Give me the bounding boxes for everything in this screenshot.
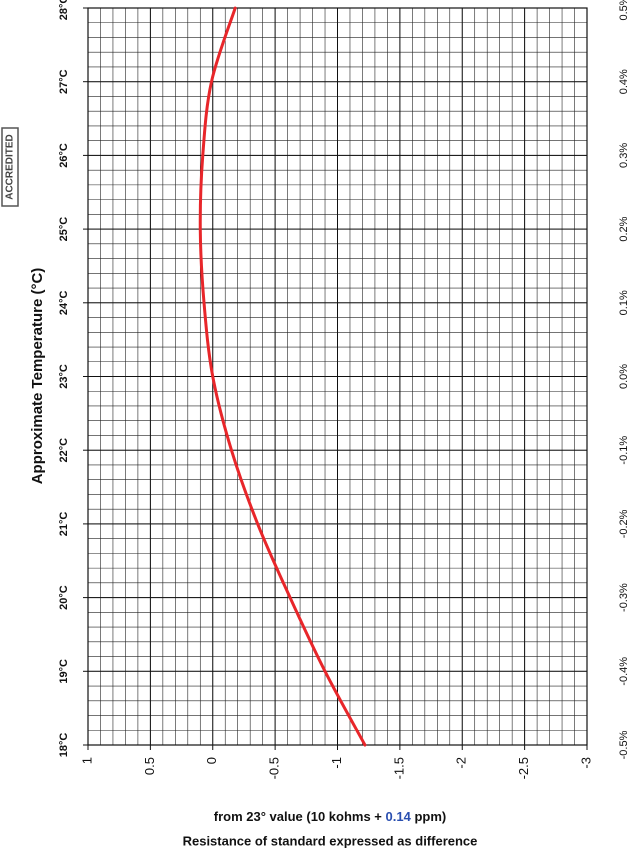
temperature-tick-label: 26°C — [58, 143, 70, 168]
value-tick-label: -0.5 — [267, 757, 282, 779]
secondary-tick-label: -0.1% — [618, 436, 630, 465]
logo-text: ACCREDITED — [5, 134, 16, 200]
value-tick-label: -1.5 — [391, 757, 406, 779]
secondary-tick-label: 0.0% — [618, 364, 630, 389]
axis-label-line1: Resistance of standard expressed as diff… — [183, 833, 478, 848]
value-tick-label: 0.5 — [142, 757, 157, 775]
secondary-tick-label: -0.5% — [618, 730, 630, 759]
temperature-tick-label: 27°C — [58, 69, 70, 94]
value-tick-label: -3 — [578, 757, 593, 769]
secondary-tick-label: -0.2% — [618, 509, 630, 538]
logo: ACCREDITED — [1, 127, 19, 207]
value-tick-label: 1 — [79, 757, 94, 764]
chart-title: Approximate Temperature (°C) — [29, 268, 46, 485]
secondary-tick-label: -0.3% — [618, 583, 630, 612]
axis-label-part: from 23° value (10 kohms + — [214, 809, 386, 824]
temperature-tick-label: 24°C — [58, 290, 70, 315]
value-tick-label: -1 — [329, 757, 344, 769]
logo-frame — [1, 127, 19, 207]
value-tick-label: -2.5 — [516, 757, 531, 779]
axis-label-part: ppm) — [411, 809, 446, 824]
value-tick-label: 0 — [204, 757, 219, 764]
temperature-tick-label: 23°C — [58, 364, 70, 389]
temperature-tick-label: 21°C — [58, 512, 70, 537]
secondary-tick-label: 0.2% — [618, 216, 630, 241]
temperature-tick-label: 25°C — [58, 217, 70, 242]
temperature-tick-label: 19°C — [58, 659, 70, 684]
axis-label-line2: from 23° value (10 kohms + 0.14 ppm) — [214, 809, 446, 824]
secondary-tick-label: -0.4% — [618, 657, 630, 686]
temperature-tick-label: 28°C — [58, 0, 70, 20]
axis-label-highlight: 0.14 — [386, 809, 412, 824]
secondary-tick-label: 0.1% — [618, 290, 630, 315]
value-tick-label: -2 — [454, 757, 469, 769]
temperature-tick-label: 20°C — [58, 585, 70, 610]
secondary-tick-label: 0.5% — [618, 0, 630, 21]
temperature-tick-label: 22°C — [58, 438, 70, 463]
data-line — [198, 6, 367, 747]
secondary-tick-label: 0.3% — [618, 143, 630, 168]
temperature-tick-label: 18°C — [58, 733, 70, 758]
secondary-tick-label: 0.4% — [618, 69, 630, 94]
